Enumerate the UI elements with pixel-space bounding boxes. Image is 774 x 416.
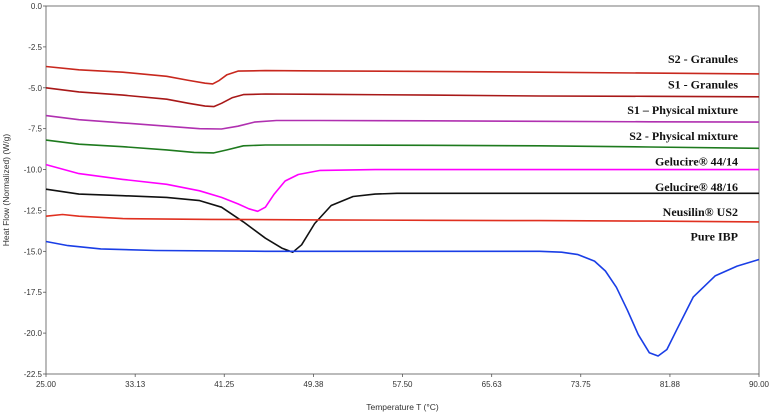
y-tick-label: 0.0 xyxy=(31,2,43,11)
y-tick-label: -17.5 xyxy=(24,288,43,297)
y-tick-label: -7.5 xyxy=(28,125,42,134)
y-tick-label: -20.0 xyxy=(24,329,43,338)
series-label-6: Neusilin® US2 xyxy=(663,205,738,219)
x-tick-label: 25.00 xyxy=(36,380,57,389)
x-tick-label: 41.25 xyxy=(214,380,235,389)
y-axis-title: Heat Flow (Normalized) (W/g) xyxy=(1,134,11,247)
x-tick-label: 81.88 xyxy=(660,380,681,389)
series-lines xyxy=(45,65,760,357)
y-tick-label: -15.0 xyxy=(24,247,43,256)
series-label-7: Pure IBP xyxy=(691,230,738,244)
x-tick-label: 90.00 xyxy=(749,380,770,389)
x-axis: 25.00 33.13 41.25 49.38 57.50 65.63 73.75 81.88… xyxy=(36,374,770,389)
y-axis: 0.0 -2.5 -5.0 -7.5 -10.0 -12.5 -15.0 -17.5 -20.0… xyxy=(24,2,46,379)
series-line-0 xyxy=(45,65,760,85)
series-label-1: S1 - Granules xyxy=(668,78,738,92)
series-line-7 xyxy=(45,240,760,357)
series-line-2 xyxy=(45,114,760,130)
y-tick-label: -5.0 xyxy=(28,84,42,93)
y-tick-label: -12.5 xyxy=(24,206,43,215)
y-tick-label: -2.5 xyxy=(28,43,42,52)
series-line-1 xyxy=(45,87,760,108)
y-tick-label: -22.5 xyxy=(24,370,43,379)
series-line-3 xyxy=(45,139,760,154)
x-tick-label: 49.38 xyxy=(303,380,324,389)
x-tick-label: 33.13 xyxy=(125,380,146,389)
series-label-2: S1 – Physical mixture xyxy=(627,103,738,117)
series-label-5: Gelucire® 48/16 xyxy=(655,180,738,194)
y-tick-label: -10.0 xyxy=(24,166,43,175)
x-axis-title: Temperature T (°C) xyxy=(366,402,439,412)
series-line-5 xyxy=(45,188,759,253)
series-line-6 xyxy=(45,213,760,223)
plot-border xyxy=(45,5,760,375)
series-label-4: Gelucire® 44/14 xyxy=(655,154,738,168)
series-line-4 xyxy=(45,163,759,213)
x-tick-label: 65.63 xyxy=(482,380,503,389)
series-label-0: S2 - Granules xyxy=(668,52,738,66)
x-tick-label: 57.50 xyxy=(392,380,413,389)
series-label-3: S2 - Physical mixture xyxy=(629,129,738,143)
series-labels: S2 - Granules S1 - Granules S1 – Physical … xyxy=(627,52,738,243)
plot-area xyxy=(45,5,760,375)
x-tick-label: 73.75 xyxy=(571,380,592,389)
